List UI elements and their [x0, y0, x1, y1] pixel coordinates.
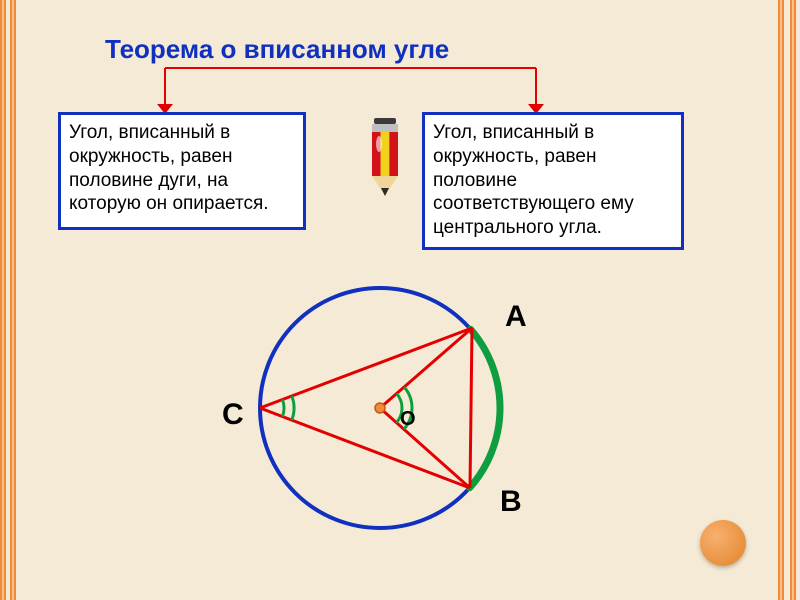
definition-text-central: Угол, вписанный в окружность, равен поло… — [433, 122, 634, 238]
next-slide-button[interactable] — [700, 520, 746, 566]
definition-text-arc: Угол, вписанный в окружность, равен поло… — [69, 122, 269, 214]
pencil-icon — [364, 118, 406, 200]
point-label-b: B — [500, 485, 522, 519]
definition-box-arc: Угол, вписанный в окружность, равен поло… — [58, 112, 306, 230]
point-label-c: C — [222, 398, 244, 432]
point-label-o: O — [400, 408, 416, 431]
point-label-a: A — [505, 300, 527, 334]
circle-diagram — [210, 258, 550, 568]
definition-box-central: Угол, вписанный в окружность, равен поло… — [422, 112, 684, 250]
